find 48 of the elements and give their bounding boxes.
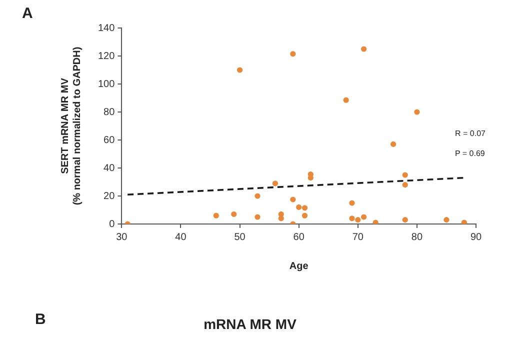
annotation: P = 0.69 xyxy=(455,149,486,158)
x-tick-label: 90 xyxy=(470,232,482,243)
point xyxy=(414,109,420,115)
point xyxy=(254,193,260,199)
point xyxy=(349,200,355,206)
point xyxy=(372,220,378,224)
x-tick-label: 60 xyxy=(293,232,305,243)
x-tick-label: 70 xyxy=(352,232,364,243)
point xyxy=(302,212,308,218)
point xyxy=(236,67,243,73)
point xyxy=(296,204,302,210)
text: A xyxy=(22,5,33,22)
y-tick-label: 60 xyxy=(104,134,116,146)
point xyxy=(272,180,278,186)
point xyxy=(231,211,237,217)
y-tick-label: 0 xyxy=(109,218,116,230)
point xyxy=(402,182,408,188)
x-tick-label: 80 xyxy=(411,232,423,243)
text: mRNA MR MV xyxy=(204,316,298,332)
point xyxy=(461,220,467,224)
y-axis-title: SERT mRNA MR MV (% normal normalized to GAPDH) xyxy=(60,46,83,206)
point xyxy=(390,141,396,147)
y-tick-label: 100 xyxy=(98,78,116,90)
point xyxy=(444,217,450,223)
annotation: R = 0.07 xyxy=(455,129,486,138)
point xyxy=(278,216,284,222)
point xyxy=(355,217,361,223)
point xyxy=(361,214,367,220)
point xyxy=(302,205,308,211)
point xyxy=(343,97,349,103)
point xyxy=(290,51,296,57)
y-tick-label: 120 xyxy=(98,50,116,62)
y-tick-label: 140 xyxy=(98,22,116,34)
x-tick-label: 40 xyxy=(175,232,187,243)
point xyxy=(402,172,408,178)
y-tick-label: 80 xyxy=(104,106,116,118)
x-tick-label: 30 xyxy=(116,232,128,243)
y-tick-label: 40 xyxy=(104,162,116,174)
point xyxy=(254,214,260,220)
point xyxy=(213,212,219,218)
x-tick-label: 50 xyxy=(234,232,246,243)
point xyxy=(361,46,367,52)
y-tick-label: 20 xyxy=(104,190,116,202)
point xyxy=(290,196,296,202)
x-axis-title: Age xyxy=(289,260,309,272)
point xyxy=(349,216,355,222)
point xyxy=(402,217,408,223)
text: B xyxy=(35,311,46,328)
